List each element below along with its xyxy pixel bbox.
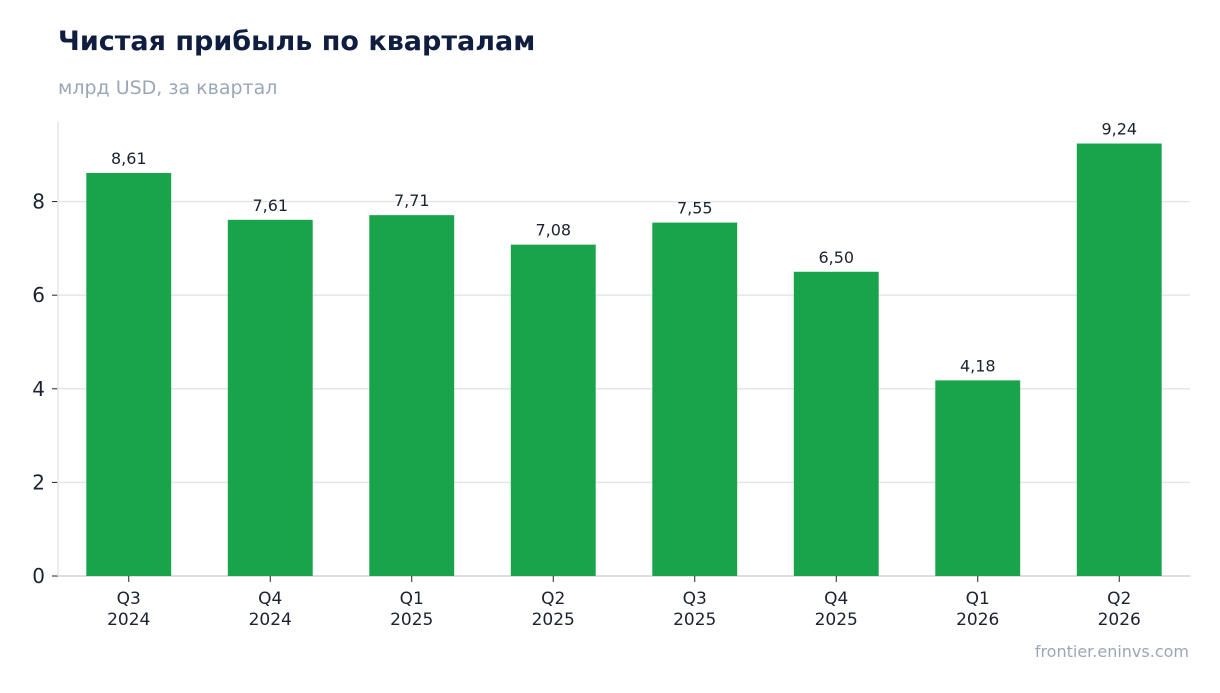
bar	[1076, 143, 1162, 576]
x-tick-label-year: 2025	[673, 610, 716, 630]
x-tick-label-quarter: Q1	[966, 589, 990, 609]
data-label: 7,71	[394, 191, 430, 210]
y-tick-label: 8	[32, 190, 45, 214]
x-tick-label-quarter: Q4	[824, 589, 848, 609]
y-tick-label: 2	[32, 470, 45, 494]
x-tick-label-year: 2025	[390, 610, 433, 630]
x-tick-label-quarter: Q2	[541, 589, 565, 609]
bar	[935, 380, 1021, 576]
x-tick-label-quarter: Q4	[258, 589, 282, 609]
data-label: 7,55	[677, 199, 713, 218]
bar	[510, 244, 596, 576]
x-tick-label-quarter: Q1	[400, 589, 424, 609]
bar	[86, 173, 172, 577]
x-tick-label-year: 2024	[249, 610, 292, 630]
y-tick-label: 4	[32, 377, 45, 401]
data-label: 7,61	[252, 196, 288, 215]
x-tick-label-quarter: Q3	[683, 589, 707, 609]
x-tick-label-year: 2024	[107, 610, 150, 630]
bar	[369, 215, 455, 577]
data-label: 9,24	[1101, 120, 1137, 139]
data-label: 7,08	[535, 221, 571, 240]
bar	[227, 219, 313, 576]
y-tick-label: 6	[32, 283, 45, 307]
bar	[652, 222, 738, 577]
data-label: 8,61	[111, 149, 147, 168]
data-label: 6,50	[818, 248, 854, 267]
x-tick-label-year: 2026	[956, 610, 999, 630]
data-label: 4,18	[960, 356, 996, 375]
x-tick-label-year: 2026	[1098, 610, 1141, 630]
x-tick-label-quarter: Q2	[1107, 589, 1131, 609]
chart-subtitle: млрд USD, за квартал	[58, 77, 278, 99]
x-tick-label-year: 2025	[815, 610, 858, 630]
bar	[793, 271, 879, 576]
x-tick-label-year: 2025	[532, 610, 575, 630]
y-tick-label: 0	[32, 564, 45, 588]
x-tick-label-quarter: Q3	[117, 589, 141, 609]
chart-title: Чистая прибыль по кварталам	[58, 26, 536, 57]
source-watermark: frontier.eninvs.com	[1034, 642, 1189, 661]
